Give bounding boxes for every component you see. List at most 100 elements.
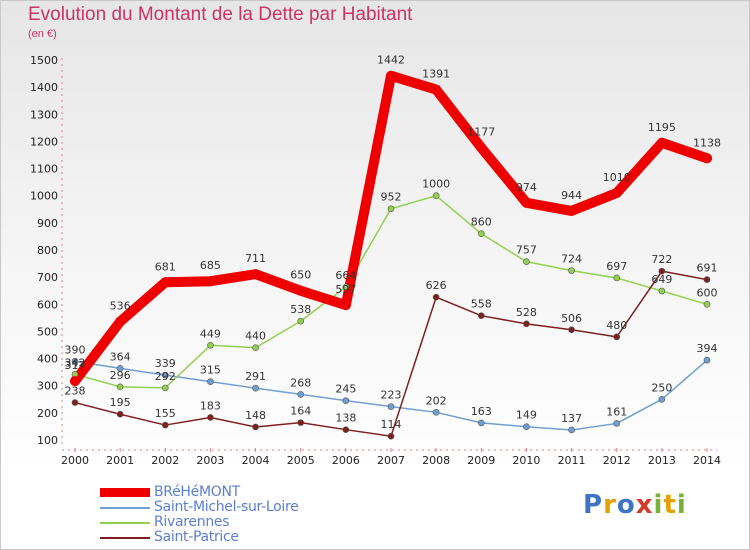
legend: BRéHéMONT Saint-Michel-sur-Loire Rivarenne… xyxy=(100,484,320,545)
data-point xyxy=(477,312,485,319)
data-label: 291 xyxy=(245,370,266,383)
data-label: 1000 xyxy=(422,178,450,191)
data-point xyxy=(252,384,259,392)
x-tick-label: 2006 xyxy=(332,454,360,467)
data-label: 649 xyxy=(651,273,672,286)
data-point xyxy=(476,142,487,153)
data-point xyxy=(387,403,395,410)
x-tick-label: 2012 xyxy=(603,454,631,467)
data-label: 449 xyxy=(200,327,221,340)
data-point xyxy=(207,414,214,421)
y-tick-label: 600 xyxy=(37,298,58,311)
data-label: 506 xyxy=(561,312,582,325)
data-label: 1442 xyxy=(377,54,405,67)
data-point xyxy=(432,293,440,301)
data-point xyxy=(116,410,124,418)
data-label: 138 xyxy=(335,412,356,425)
data-label: 724 xyxy=(561,253,582,266)
proxiti-logo: Proxiti xyxy=(583,490,687,520)
x-tick-label: 2001 xyxy=(106,454,134,467)
data-point xyxy=(477,419,485,427)
y-tick-label: 900 xyxy=(37,217,58,230)
y-tick-label: 800 xyxy=(37,244,58,257)
data-label: 292 xyxy=(155,370,176,383)
data-point xyxy=(568,426,575,434)
data-label: 626 xyxy=(426,279,447,292)
logo-letter: t xyxy=(663,490,677,520)
data-point xyxy=(252,344,259,352)
data-point xyxy=(432,192,440,200)
y-tick-label: 1000 xyxy=(30,190,58,203)
data-label: 1010 xyxy=(603,171,631,184)
data-point xyxy=(521,197,532,208)
logo-letter: P xyxy=(583,490,604,520)
data-point xyxy=(431,84,442,95)
data-label: 390 xyxy=(65,343,86,356)
data-label: 974 xyxy=(516,181,537,194)
data-point xyxy=(250,269,261,280)
logo-letter: x xyxy=(635,490,654,520)
data-point xyxy=(611,188,622,198)
axes xyxy=(61,58,717,452)
y-tick-label: 500 xyxy=(37,325,58,338)
y-tick-label: 1400 xyxy=(30,81,58,94)
data-point xyxy=(71,399,79,406)
y-tick-label: 1100 xyxy=(30,163,58,176)
data-label: 148 xyxy=(245,409,266,422)
data-label: 691 xyxy=(697,262,718,275)
data-label: 183 xyxy=(200,399,221,412)
x-tick-label: 2007 xyxy=(377,454,405,467)
x-tick-label: 2009 xyxy=(467,454,495,467)
data-label: 952 xyxy=(381,191,402,204)
data-label: 480 xyxy=(606,319,627,332)
data-point xyxy=(342,426,350,433)
data-point xyxy=(432,409,440,416)
data-label: 528 xyxy=(516,306,537,319)
series-points xyxy=(70,70,712,440)
data-point xyxy=(70,376,80,387)
data-label: 155 xyxy=(155,407,176,420)
data-label: 223 xyxy=(381,389,402,402)
data-label: 202 xyxy=(426,394,447,407)
chart-title: Evolution du Montant de la Dette par Hab… xyxy=(28,4,413,25)
x-tick-label: 2014 xyxy=(693,454,721,467)
y-tick-label: 100 xyxy=(37,434,58,447)
logo-letter: r xyxy=(603,490,617,520)
data-point xyxy=(523,258,530,265)
data-label: 600 xyxy=(697,286,718,299)
y-tick-label: 700 xyxy=(37,271,58,284)
data-point xyxy=(340,300,351,311)
x-tick-label: 2010 xyxy=(512,454,540,467)
data-label: 268 xyxy=(290,376,311,389)
data-label: 536 xyxy=(110,300,131,313)
legend-label: Rivarennes xyxy=(154,514,230,530)
data-point xyxy=(658,267,666,275)
x-tick-label: 2004 xyxy=(242,454,270,467)
data-label: 1195 xyxy=(648,121,676,134)
data-point xyxy=(116,365,124,372)
logo-letter: i xyxy=(653,490,664,520)
series-line-br-h-mont xyxy=(70,70,712,387)
data-point xyxy=(387,432,395,440)
data-label: 685 xyxy=(200,259,221,272)
data-point xyxy=(568,326,575,334)
data-point xyxy=(297,391,305,398)
data-label: 339 xyxy=(155,357,176,370)
data-label: 722 xyxy=(651,253,672,266)
data-point xyxy=(523,423,530,431)
line-chart: 100 200 300 400 500 600 700 800 900 1000 1100 1200 1… xyxy=(30,54,722,467)
data-label: 250 xyxy=(651,381,672,394)
data-point xyxy=(297,419,305,426)
data-label: 164 xyxy=(290,405,311,418)
data-point xyxy=(702,153,712,164)
data-point xyxy=(342,397,350,404)
logo-letter: o xyxy=(616,490,636,520)
logo-letter: i xyxy=(676,490,687,520)
data-point xyxy=(161,371,169,379)
data-point xyxy=(386,70,396,81)
data-label: 711 xyxy=(245,252,266,265)
data-label: 238 xyxy=(65,385,86,398)
y-tick-label: 200 xyxy=(37,407,58,420)
data-labels: 317 536 681 685 711 650 597 1442 1391 1177 974 944 1… xyxy=(65,54,722,431)
data-point xyxy=(613,274,621,282)
